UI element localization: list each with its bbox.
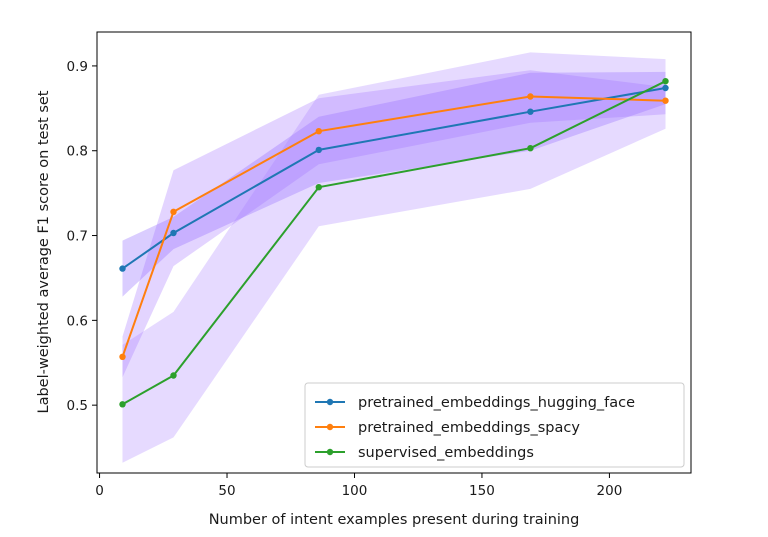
y-tick-label: 0.7: [67, 229, 88, 245]
plot-frame: [96, 31, 692, 474]
point-supervised-embeddings: [527, 145, 534, 152]
y-tick-label: 0.6: [67, 313, 88, 329]
legend-marker-pretrained-embeddings-spacy: [326, 423, 334, 431]
x-tick-label: 50: [218, 483, 235, 499]
legend: pretrained_embeddings_hugging_facepretra…: [304, 382, 685, 468]
point-pretrained-embeddings-hugging-face: [662, 84, 669, 92]
legend-label-pretrained-embeddings-hugging-face: pretrained_embeddings_hugging_face: [358, 395, 635, 411]
point-pretrained-embeddings-spacy: [662, 97, 669, 104]
confidence-bands: [122, 52, 666, 463]
point-supervised-embeddings: [170, 372, 177, 379]
y-tick-label: 0.5: [67, 398, 88, 414]
band-pretrained-embeddings-spacy: [122, 70, 666, 378]
x-axis-label: Number of intent examples present during…: [209, 512, 580, 528]
y-axis-label: Label-weighted average F1 score on test …: [36, 90, 52, 413]
point-pretrained-embeddings-hugging-face: [315, 146, 322, 154]
legend-marker-supervised-embeddings: [326, 448, 334, 456]
legend-marker-pretrained-embeddings-hugging-face: [326, 398, 334, 406]
point-pretrained-embeddings-hugging-face: [527, 108, 534, 115]
point-pretrained-embeddings-spacy: [527, 93, 534, 100]
point-pretrained-embeddings-spacy: [170, 208, 177, 215]
band-supervised-embeddings: [122, 52, 666, 463]
band-pretrained-embeddings-hugging-face: [122, 71, 666, 297]
legend-label-supervised-embeddings: supervised_embeddings: [358, 445, 534, 461]
y-tick-label: 0.8: [67, 144, 88, 160]
point-supervised-embeddings: [315, 184, 322, 191]
x-axis-ticks: 0 50 100 150 200: [95, 473, 622, 499]
legend-label-pretrained-embeddings-spacy: pretrained_embeddings_spacy: [358, 420, 580, 436]
point-supervised-embeddings: [119, 401, 126, 408]
y-tick-label: 0.9: [67, 59, 88, 75]
point-pretrained-embeddings-spacy: [315, 128, 322, 135]
point-supervised-embeddings: [662, 78, 669, 85]
y-axis-ticks: 0.5 0.6 0.7 0.8 0.9: [67, 59, 97, 414]
x-tick-label: 150: [469, 483, 495, 499]
point-pretrained-embeddings-hugging-face: [170, 229, 177, 237]
series-points: [119, 78, 669, 408]
legend-box: [304, 382, 685, 468]
point-pretrained-embeddings-hugging-face: [119, 265, 126, 272]
x-tick-label: 0: [95, 483, 104, 499]
x-tick-label: 200: [597, 483, 623, 499]
point-pretrained-embeddings-spacy: [119, 353, 126, 360]
x-tick-label: 100: [342, 483, 368, 499]
